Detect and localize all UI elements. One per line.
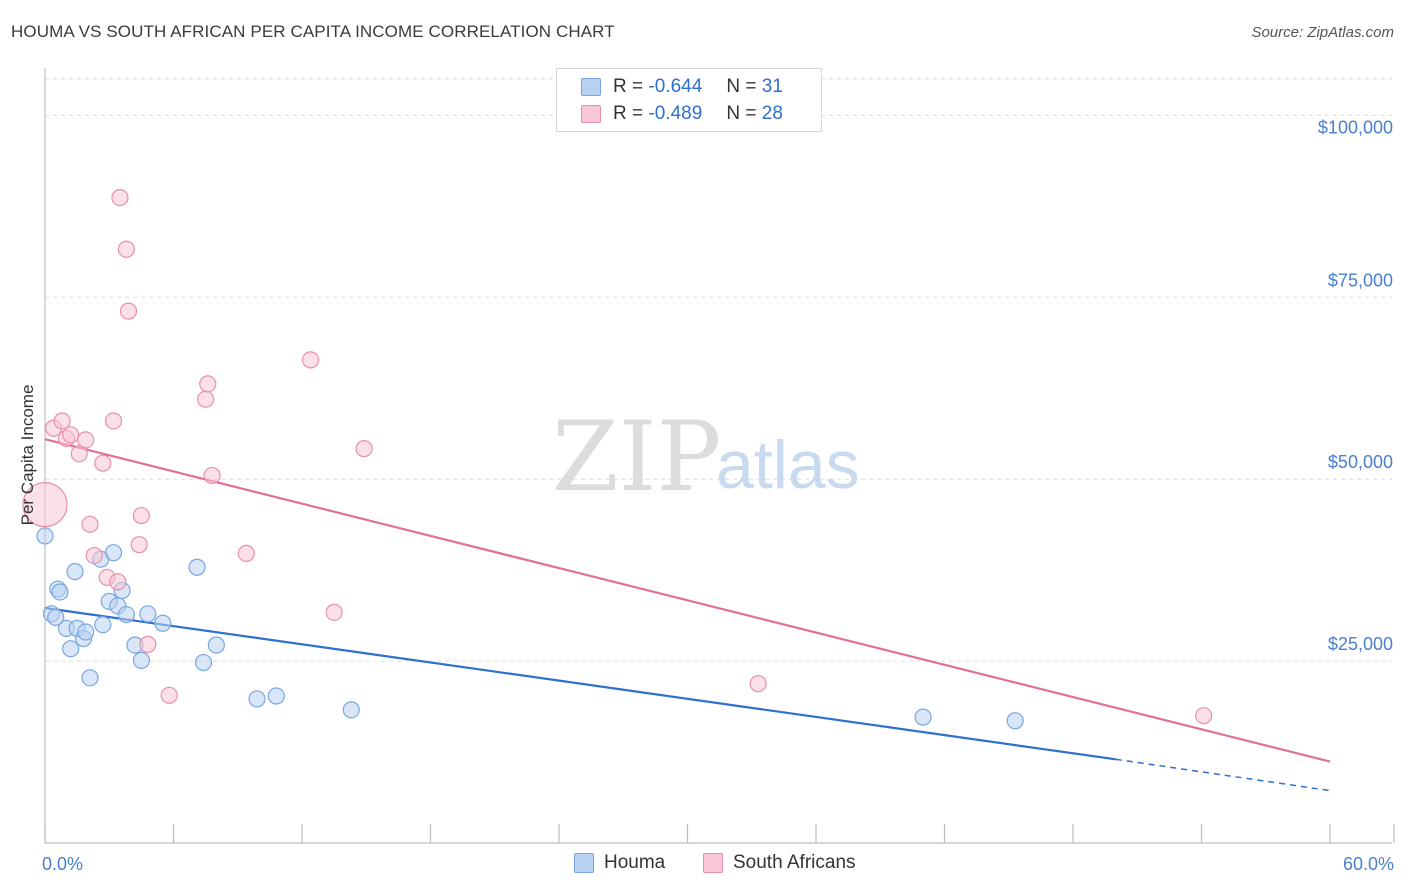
south-africans-point bbox=[139, 635, 157, 653]
south-africans-point bbox=[132, 506, 150, 525]
houma-point bbox=[77, 623, 95, 641]
houma-point bbox=[66, 562, 84, 581]
south-africans-point bbox=[1195, 707, 1213, 725]
r-label: R = bbox=[613, 76, 644, 97]
houma-legend-swatch bbox=[574, 853, 594, 873]
houma-point bbox=[51, 583, 69, 601]
south-africans-point bbox=[119, 302, 138, 320]
houma-point bbox=[914, 708, 932, 726]
watermark-atlas: atlas bbox=[716, 427, 860, 503]
series-legend: Houma South Africans bbox=[0, 852, 1406, 878]
south-africans-point bbox=[355, 440, 373, 458]
point-layer bbox=[22, 189, 1213, 730]
south-africans-point bbox=[85, 546, 103, 565]
houma-trend-line-extension bbox=[1115, 758, 1331, 792]
south-africans-point bbox=[70, 445, 88, 463]
south-africans-point bbox=[104, 412, 123, 430]
houma-point bbox=[207, 636, 225, 654]
r-value: -0.489 bbox=[648, 103, 703, 124]
r-value: -0.644 bbox=[648, 76, 703, 97]
houma-point bbox=[132, 651, 150, 669]
houma-point bbox=[194, 653, 213, 672]
south-africans-point bbox=[199, 375, 217, 393]
legend-item-south-africans[interactable]: South Africans bbox=[703, 852, 856, 874]
axis-layer bbox=[44, 68, 1395, 844]
south-africans-legend-swatch bbox=[703, 853, 723, 873]
chart-title: HOUMA VS SOUTH AFRICAN PER CAPITA INCOME… bbox=[11, 22, 615, 41]
south-africans-point bbox=[53, 412, 71, 430]
y-tick-label: $100,000 bbox=[1318, 117, 1393, 137]
n-label: N = bbox=[726, 103, 757, 124]
n-value: 28 bbox=[761, 103, 783, 124]
y-tick-label: $50,000 bbox=[1328, 452, 1393, 472]
legend-row-south-africans: R = -0.489 N = 28 bbox=[581, 102, 783, 126]
watermark: ZIP atlas bbox=[552, 401, 860, 513]
houma-point bbox=[188, 558, 206, 576]
correlation-legend: R = -0.644 N = 31 R = -0.489 N = 28 bbox=[556, 68, 822, 132]
south-africans-point bbox=[81, 515, 99, 533]
south-africans-point bbox=[325, 603, 343, 621]
houma-point bbox=[47, 608, 65, 627]
south-africans-point bbox=[77, 431, 95, 449]
houma-point bbox=[104, 544, 123, 562]
south-africans-point bbox=[62, 426, 80, 444]
legend-item-houma[interactable]: Houma bbox=[574, 852, 665, 874]
south-africans-point bbox=[111, 189, 129, 207]
south-africans-point bbox=[203, 466, 221, 485]
south-africans-point bbox=[160, 686, 178, 704]
label-layer: $25,000 $50,000 $75,000 $100,000 0.0% 60.0% bbox=[42, 117, 1394, 874]
houma-point bbox=[117, 605, 135, 624]
n-label: N = bbox=[726, 76, 757, 97]
houma-point bbox=[81, 669, 99, 687]
x-tick-label: 0.0% bbox=[42, 854, 83, 874]
houma-point bbox=[139, 605, 157, 623]
houma-trend-line bbox=[44, 606, 1116, 761]
houma-point bbox=[94, 616, 112, 634]
x-tick-label: 60.0% bbox=[1343, 854, 1394, 874]
south-africans-trend-line bbox=[44, 438, 1331, 763]
south-africans-point bbox=[130, 536, 148, 554]
n-value: 31 bbox=[761, 76, 783, 97]
houma-point bbox=[342, 701, 360, 719]
south-africans-point bbox=[197, 390, 215, 408]
south-africans-point bbox=[94, 454, 112, 472]
houma-point bbox=[248, 690, 266, 708]
y-tick-label: $25,000 bbox=[1328, 634, 1393, 654]
grid-layer bbox=[45, 78, 1392, 662]
y-tick-label: $75,000 bbox=[1328, 270, 1393, 290]
trend-layer bbox=[44, 438, 1331, 792]
south-africans-point bbox=[749, 675, 767, 693]
houma-point bbox=[36, 527, 54, 545]
legend-label-south-africans: South Africans bbox=[733, 852, 856, 873]
south-africans-point bbox=[109, 573, 127, 591]
watermark-zip: ZIP bbox=[552, 401, 721, 513]
south-africans-point bbox=[117, 240, 135, 258]
south-africans-point bbox=[22, 482, 68, 528]
r-label: R = bbox=[613, 103, 644, 124]
houma-point bbox=[1006, 712, 1024, 730]
south-africans-point bbox=[301, 351, 320, 369]
legend-label-houma: Houma bbox=[604, 852, 666, 873]
source-label: Source: ZipAtlas.com bbox=[1251, 24, 1394, 41]
south-africans-point bbox=[237, 544, 255, 563]
houma-point bbox=[62, 640, 80, 658]
houma-point bbox=[267, 687, 285, 705]
houma-swatch bbox=[581, 78, 601, 96]
south-africans-swatch bbox=[581, 105, 601, 123]
y-axis-label: Per Capita Income bbox=[18, 385, 37, 526]
legend-row-houma: R = -0.644 N = 31 bbox=[581, 75, 783, 99]
houma-point bbox=[154, 614, 172, 632]
